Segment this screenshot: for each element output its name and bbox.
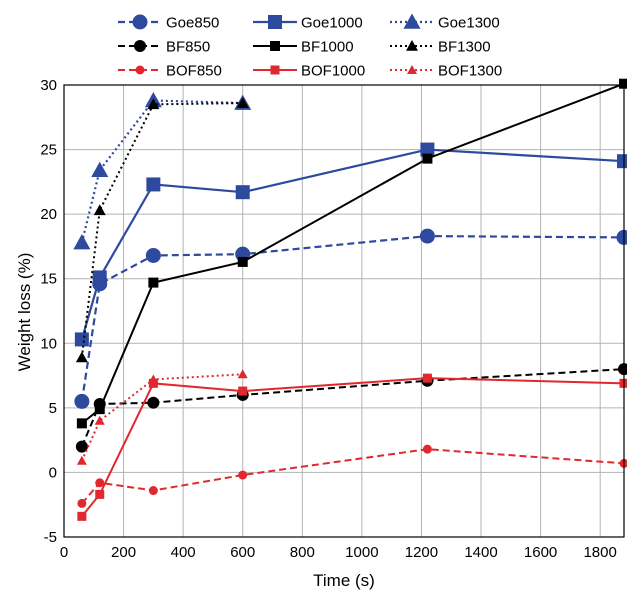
marker-square	[95, 490, 104, 499]
x-axis-title: Time (s)	[313, 571, 375, 590]
series-line	[82, 84, 624, 424]
marker-circle	[147, 397, 159, 409]
marker-square	[77, 418, 87, 428]
marker-square	[146, 177, 160, 191]
x-tick-label: 800	[290, 544, 315, 561]
marker-square	[620, 379, 627, 388]
series-bof1000	[77, 374, 627, 521]
legend-label: BOF1000	[301, 63, 365, 80]
y-tick-label: 25	[40, 142, 57, 159]
x-tick-label: 1400	[464, 544, 497, 561]
y-tick-label: 15	[40, 271, 57, 288]
legend-item-goe850: Goe850	[118, 15, 219, 32]
y-tick-label: 20	[40, 206, 57, 223]
marker-circle	[238, 471, 247, 480]
legend-label: Goe1300	[438, 15, 500, 32]
marker-triangle	[95, 416, 105, 425]
marker-circle	[423, 445, 432, 454]
marker-square	[238, 257, 248, 267]
series-goe1300	[73, 92, 251, 249]
legend: Goe850 Goe1000 Goe1300 BF850 BF1000 BF1300 BOF…	[118, 14, 502, 80]
marker-circle	[146, 248, 161, 263]
marker-square	[238, 387, 247, 396]
marker-square	[423, 374, 432, 383]
legend-label: Goe1000	[301, 15, 363, 32]
marker-square	[93, 270, 107, 284]
series-bof850	[77, 445, 627, 508]
marker-triangle	[91, 162, 108, 177]
x-tick-label: 1000	[345, 544, 378, 561]
marker-circle	[77, 499, 86, 508]
marker-circle	[133, 15, 148, 30]
marker-circle	[617, 230, 627, 245]
marker-circle	[620, 459, 627, 468]
legend-item-bf850: BF850	[118, 39, 210, 56]
x-tick-label: 400	[171, 544, 196, 561]
y-tick-label: 10	[40, 335, 57, 352]
series-bf1300	[76, 97, 249, 362]
marker-square	[95, 404, 105, 414]
marker-circle	[149, 486, 158, 495]
x-tick-label: 200	[111, 544, 136, 561]
marker-square	[619, 79, 627, 89]
marker-square	[236, 185, 250, 199]
x-tick-label: 1800	[583, 544, 616, 561]
series-line	[82, 103, 243, 357]
marker-triangle	[77, 456, 87, 465]
marker-circle	[420, 229, 435, 244]
legend-label: BF1300	[438, 39, 491, 56]
marker-square	[271, 66, 280, 75]
legend-item-goe1300: Goe1300	[390, 14, 500, 32]
y-tick-label: 5	[49, 400, 57, 417]
y-axis-title: Weight loss (%)	[15, 253, 34, 372]
legend-label: BOF1300	[438, 63, 502, 80]
x-tick-label: 1200	[405, 544, 438, 561]
marker-triangle	[94, 204, 106, 215]
legend-item-goe1000: Goe1000	[253, 15, 363, 32]
marker-square	[422, 154, 432, 164]
marker-triangle	[76, 351, 88, 362]
marker-square	[75, 332, 89, 346]
legend-item-bf1000: BF1000	[253, 39, 354, 56]
marker-circle	[136, 66, 145, 75]
marker-circle	[618, 363, 627, 375]
legend-item-bf1300: BF1300	[390, 39, 491, 56]
x-tick-label: 0	[60, 544, 68, 561]
marker-square	[268, 15, 282, 29]
series-layer	[73, 79, 627, 521]
y-tick-label: -5	[44, 529, 57, 546]
series-line	[82, 378, 624, 516]
series-line	[82, 236, 624, 401]
marker-square	[270, 41, 280, 51]
legend-item-bof850: BOF850	[118, 63, 222, 80]
legend-item-bof1300: BOF1300	[390, 63, 502, 80]
y-tick-label: 0	[49, 464, 57, 481]
y-tick-label: 30	[40, 77, 57, 94]
marker-square	[617, 154, 627, 168]
series-line	[82, 100, 243, 242]
marker-triangle	[238, 369, 248, 378]
grid-layer	[64, 85, 624, 537]
marker-circle	[134, 40, 146, 52]
marker-triangle	[73, 234, 90, 249]
marker-circle	[74, 394, 89, 409]
legend-label: BF1000	[301, 39, 354, 56]
x-tick-label: 600	[230, 544, 255, 561]
series-line	[82, 374, 243, 461]
legend-item-bof1000: BOF1000	[253, 63, 365, 80]
plot-frame	[64, 85, 624, 537]
legend-label: Goe850	[166, 15, 219, 32]
series-line	[82, 449, 624, 503]
legend-label: BOF850	[166, 63, 222, 80]
x-tick-label: 1600	[524, 544, 557, 561]
legend-label: BF850	[166, 39, 210, 56]
marker-square	[148, 278, 158, 288]
marker-square	[77, 512, 86, 521]
